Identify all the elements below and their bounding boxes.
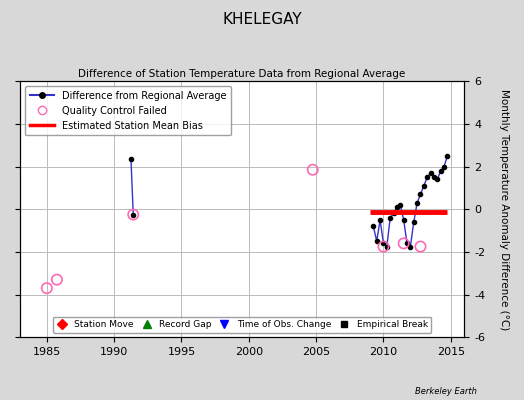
- Point: [42, 285, 51, 291]
- Legend: Station Move, Record Gap, Time of Obs. Change, Empirical Break: Station Move, Record Gap, Time of Obs. C…: [53, 316, 431, 333]
- Title: Difference of Station Temperature Data from Regional Average: Difference of Station Temperature Data f…: [79, 69, 406, 79]
- Point: [399, 240, 408, 246]
- Text: Berkeley Earth: Berkeley Earth: [415, 387, 477, 396]
- Point: [416, 243, 424, 250]
- Y-axis label: Monthly Temperature Anomaly Difference (°C): Monthly Temperature Anomaly Difference (…: [499, 88, 509, 330]
- Point: [379, 243, 388, 250]
- Point: [129, 211, 137, 218]
- Point: [309, 166, 317, 173]
- Text: KHELEGAY: KHELEGAY: [222, 12, 302, 27]
- Point: [53, 276, 61, 283]
